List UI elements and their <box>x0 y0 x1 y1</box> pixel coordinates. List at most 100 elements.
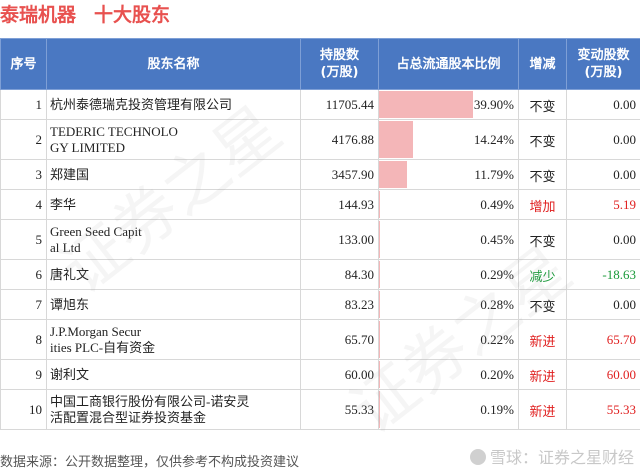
row-index: 10 <box>0 389 47 430</box>
change-status-cell: 不变 <box>518 119 567 160</box>
shares-held: 65.70 <box>300 319 379 360</box>
change-status: 新进 <box>529 403 556 419</box>
row-index: 5 <box>0 219 47 260</box>
change-status-cell: 不变 <box>518 89 567 120</box>
company-name: 泰瑞机器 <box>0 4 77 26</box>
float-ratio: 0.19% <box>480 401 514 417</box>
float-ratio-cell: 0.19% <box>378 389 519 430</box>
change-status-cell: 增加 <box>518 189 567 220</box>
data-source-note: 数据来源：公开数据整理，仅供参考不构成投资建议 <box>0 455 300 470</box>
float-ratio: 0.28% <box>480 296 514 312</box>
float-ratio-cell: 0.45% <box>378 219 519 260</box>
table-row: 6 唐礼文 84.30 0.29% 减少 -18.63 <box>0 259 640 290</box>
share-delta: -18.63 <box>566 259 640 290</box>
header-shares: 持股数 (万股) <box>300 38 379 90</box>
table-row: 1 杭州泰德瑞克投资管理有限公司 11705.44 39.90% 不变 0.00 <box>0 89 640 120</box>
share-delta: 0.00 <box>566 119 640 160</box>
brand-text: 雪球：证券之星财经 <box>489 448 634 467</box>
share-delta: 55.33 <box>566 389 640 430</box>
page-title: 泰瑞机器 十大股东 <box>0 0 170 34</box>
share-delta: 65.70 <box>566 319 640 360</box>
shareholders-table: 序号 股东名称 持股数 (万股) 占总流通股本比例 增减 变动股数 (万股) 1… <box>0 38 640 430</box>
shares-held: 144.93 <box>300 189 379 220</box>
table-row: 10 中国工商银行股份有限公司-诺安灵 活配置混合型证券投资基金 55.33 0.19… <box>0 389 640 430</box>
change-status: 减少 <box>529 268 556 284</box>
shareholder-name: 李华 <box>46 189 301 220</box>
shares-held: 84.30 <box>300 259 379 290</box>
row-index: 8 <box>0 319 47 360</box>
share-delta: 0.00 <box>566 159 640 190</box>
ratio-bar <box>379 221 381 258</box>
change-status: 新进 <box>529 333 556 349</box>
float-ratio: 0.29% <box>480 266 514 282</box>
header-index: 序号 <box>0 38 47 90</box>
float-ratio: 39.90% <box>473 96 514 112</box>
shares-held: 3457.90 <box>300 159 379 190</box>
row-index: 4 <box>0 189 47 220</box>
row-index: 2 <box>0 119 47 160</box>
float-ratio: 0.22% <box>480 331 514 347</box>
change-status: 不变 <box>529 233 556 249</box>
shareholder-name: 唐礼文 <box>46 259 301 290</box>
float-ratio: 0.20% <box>480 366 514 382</box>
header-name: 股东名称 <box>46 38 301 90</box>
table-row: 9 谢利文 60.00 0.20% 新进 60.00 <box>0 359 640 390</box>
share-delta: 5.19 <box>566 189 640 220</box>
brand-watermark: 雪球：证券之星财经 <box>469 444 634 468</box>
share-delta: 0.00 <box>566 89 640 120</box>
shares-held: 60.00 <box>300 359 379 390</box>
change-status-cell: 新进 <box>518 359 567 390</box>
float-ratio-cell: 14.24% <box>378 119 519 160</box>
change-status-cell: 不变 <box>518 219 567 260</box>
ratio-bar <box>379 121 413 158</box>
shareholder-name: 郑建国 <box>46 159 301 190</box>
float-ratio-cell: 0.22% <box>378 319 519 360</box>
shareholder-name: 谭旭东 <box>46 289 301 320</box>
float-ratio-cell: 0.29% <box>378 259 519 290</box>
change-status-cell: 新进 <box>518 389 567 430</box>
row-index: 6 <box>0 259 47 290</box>
shareholder-name: TEDERIC TECHNOLO GY LIMITED <box>46 119 301 160</box>
row-index: 9 <box>0 359 47 390</box>
float-ratio-cell: 39.90% <box>378 89 519 120</box>
snowball-logo-icon <box>469 449 486 465</box>
change-status-cell: 不变 <box>518 289 567 320</box>
ratio-bar <box>379 261 380 288</box>
ratio-bar <box>379 191 381 218</box>
share-delta: 60.00 <box>566 359 640 390</box>
change-status: 不变 <box>529 298 556 314</box>
shareholder-name: 谢利文 <box>46 359 301 390</box>
shares-held: 55.33 <box>300 389 379 430</box>
change-status-cell: 减少 <box>518 259 567 290</box>
shares-held: 83.23 <box>300 289 379 320</box>
header-change: 增减 <box>518 38 567 90</box>
table-row: 7 谭旭东 83.23 0.28% 不变 0.00 <box>0 289 640 320</box>
change-status: 不变 <box>529 168 556 184</box>
change-status: 不变 <box>529 133 556 149</box>
share-delta: 0.00 <box>566 289 640 320</box>
float-ratio-cell: 0.49% <box>378 189 519 220</box>
header-ratio: 占总流通股本比例 <box>378 38 519 90</box>
shareholder-name: Green Seed Capit al Ltd <box>46 219 301 260</box>
change-status: 增加 <box>529 198 556 214</box>
page-subtitle: 十大股东 <box>94 4 171 26</box>
shareholder-name: 中国工商银行股份有限公司-诺安灵 活配置混合型证券投资基金 <box>46 389 301 430</box>
ratio-bar <box>379 91 473 118</box>
table-header-row: 序号 股东名称 持股数 (万股) 占总流通股本比例 增减 变动股数 (万股) <box>0 38 640 90</box>
change-status: 新进 <box>529 368 556 384</box>
change-status-cell: 不变 <box>518 159 567 190</box>
change-status: 不变 <box>529 98 556 114</box>
ratio-bar <box>379 161 407 188</box>
float-ratio-cell: 0.28% <box>378 289 519 320</box>
change-status-cell: 新进 <box>518 319 567 360</box>
shareholder-name: J.P.Morgan Secur ities PLC-自有资金 <box>46 319 301 360</box>
float-ratio-cell: 0.20% <box>378 359 519 390</box>
float-ratio: 0.45% <box>480 231 514 247</box>
row-index: 3 <box>0 159 47 190</box>
shares-held: 4176.88 <box>300 119 379 160</box>
float-ratio: 0.49% <box>480 196 514 212</box>
share-delta: 0.00 <box>566 219 640 260</box>
table-row: 2 TEDERIC TECHNOLO GY LIMITED 4176.88 14.24… <box>0 119 640 160</box>
table-row: 3 郑建国 3457.90 11.79% 不变 0.00 <box>0 159 640 190</box>
header-delta: 变动股数 (万股) <box>566 38 640 90</box>
